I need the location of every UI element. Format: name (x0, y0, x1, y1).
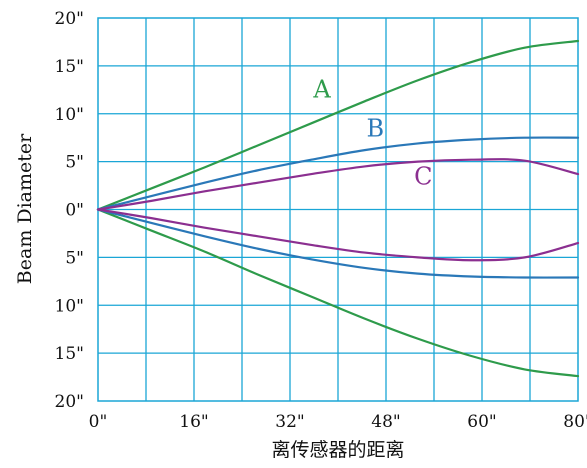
series-line-A-lower (96, 208, 580, 378)
x-tick-label: 16" (179, 412, 208, 432)
series-line-C-lower (96, 208, 580, 262)
y-tick-label: 0" (65, 201, 84, 221)
x-tick-label: 0" (89, 412, 108, 432)
x-axis-title: 离传感器的距离 (271, 439, 404, 461)
y-tick-label: 5" (65, 153, 84, 173)
x-tick-label: 32" (275, 412, 304, 432)
y-tick-label: 20" (55, 9, 84, 29)
series-line-A-upper (96, 39, 580, 211)
x-tick-labels: 0" 16" 32" 48" 60" 80" (89, 412, 587, 432)
x-tick-label: 48" (371, 412, 400, 432)
y-tick-label: 15" (55, 57, 84, 77)
curve-label-c: C (414, 163, 432, 191)
y-tick-labels: 20" 15" 10" 5" 0" 5" 10" 15" 20" (55, 9, 84, 412)
y-tick-label: 20" (55, 392, 84, 412)
curve-labels: A B C (312, 75, 432, 190)
y-axis-title: Beam Diameter (14, 133, 36, 284)
series-group (96, 39, 580, 378)
series-line-B-upper (96, 136, 580, 211)
curve-label-a: A (312, 75, 331, 103)
y-tick-label: 5" (65, 248, 84, 268)
x-tick-label: 80" (563, 412, 587, 432)
grid (98, 18, 578, 401)
y-tick-label: 10" (55, 105, 84, 125)
x-tick-label: 60" (467, 412, 496, 432)
series-line-C-upper (96, 158, 580, 211)
curve-label-b: B (367, 115, 385, 143)
y-tick-label: 15" (55, 344, 84, 364)
y-tick-label: 10" (55, 296, 84, 316)
series-line-B-lower (96, 208, 580, 279)
